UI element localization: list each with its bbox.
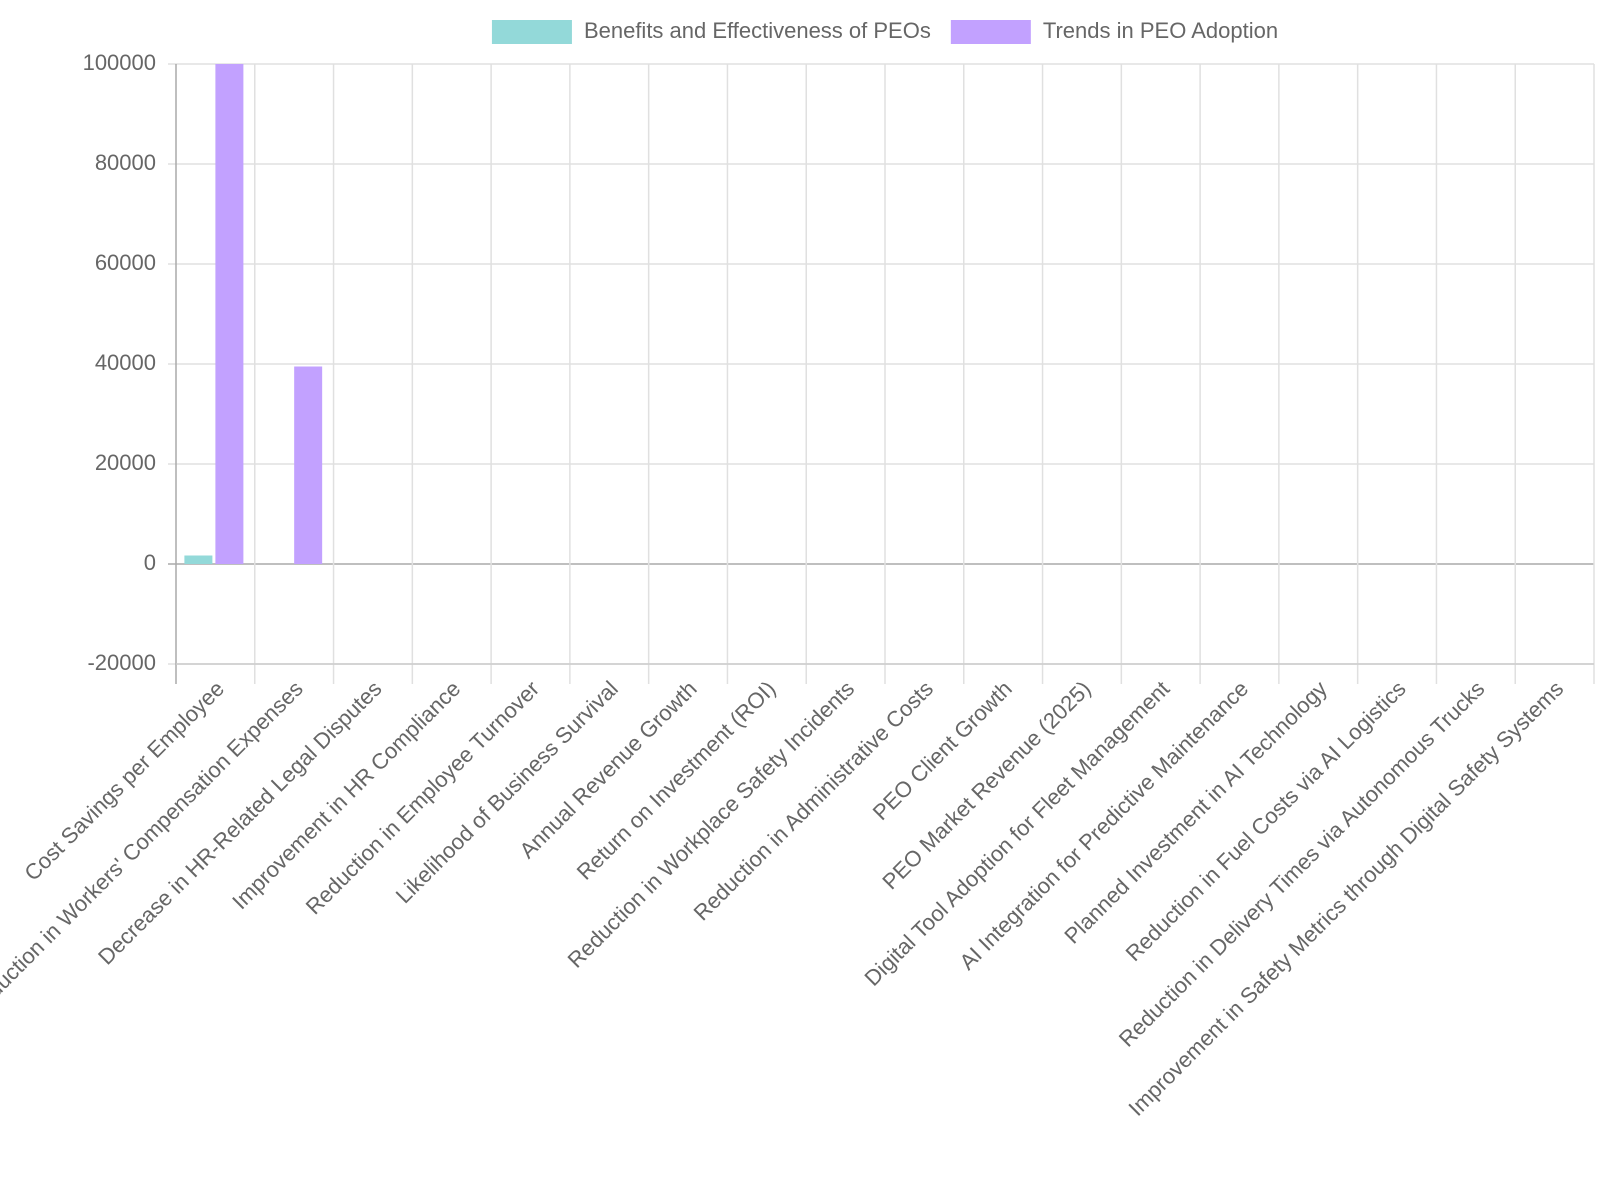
legend-swatch — [950, 20, 1031, 44]
y-tick-label: 40000 — [95, 350, 156, 375]
y-tick-label: 60000 — [95, 250, 156, 275]
y-tick-label: -20000 — [87, 650, 156, 675]
legend-swatch — [491, 20, 572, 44]
x-tick-label: Decrease in HR-Related Legal Disputes — [93, 676, 387, 970]
legend-label: Trends in PEO Adoption — [1043, 18, 1278, 43]
x-tick-label: PEO Client Growth — [868, 676, 1017, 825]
bar — [215, 64, 244, 564]
bar — [184, 555, 213, 564]
y-tick-label: 100000 — [83, 50, 156, 75]
legend-label: Benefits and Effectiveness of PEOs — [584, 18, 931, 43]
y-tick-label: 80000 — [95, 150, 156, 175]
x-tick-label: Reduction in Delivery Times via Autonomo… — [1114, 676, 1490, 1052]
bar — [294, 366, 323, 564]
x-tick-label: Reduction in Workplace Safety Incidents — [563, 676, 860, 973]
y-tick-label: 20000 — [95, 450, 156, 475]
x-tick-label: AI Integration for Predictive Maintenanc… — [954, 676, 1253, 975]
x-tick-label: Reduction in Fuel Costs via AI Logistics — [1121, 676, 1411, 966]
y-tick-label: 0 — [144, 550, 156, 575]
